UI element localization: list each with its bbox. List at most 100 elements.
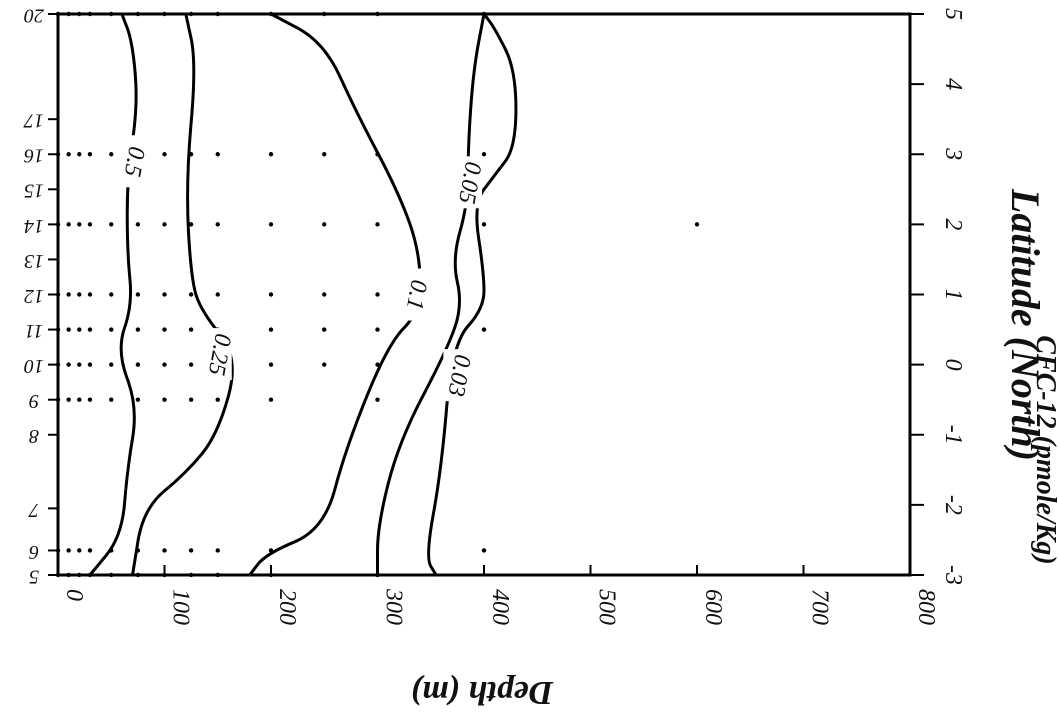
sample-dot xyxy=(481,548,487,553)
sample-dot xyxy=(87,548,93,553)
sample-dot xyxy=(77,11,82,17)
station-label: 15 xyxy=(24,180,44,202)
x-tick-label: 100 xyxy=(168,589,194,625)
x-tick-label: 400 xyxy=(487,589,513,625)
y-tick-label: -3 xyxy=(940,565,966,585)
sample-dot xyxy=(215,572,220,578)
contour-labels: 0.50.250.10.050.03 xyxy=(118,135,486,402)
sample-dot xyxy=(215,397,220,402)
sample-dot xyxy=(162,327,167,332)
x-tick-label: 700 xyxy=(807,589,833,625)
sample-dot xyxy=(162,548,167,553)
x-tick-label: 500 xyxy=(594,589,620,625)
sample-dot xyxy=(375,222,380,227)
contour-label: 0.5 xyxy=(119,144,150,178)
y-tick-label: -2 xyxy=(940,495,966,515)
sample-dot xyxy=(66,152,71,157)
x-tick-label: 0 xyxy=(61,589,87,601)
sample-dot xyxy=(322,152,327,157)
sample-dot xyxy=(375,152,380,157)
station-label: 6 xyxy=(29,541,39,563)
sample-dot xyxy=(375,362,380,367)
y-tick-label: 0 xyxy=(940,359,966,371)
sample-dot xyxy=(135,572,141,578)
sample-dot xyxy=(66,362,71,367)
station-label: 7 xyxy=(28,499,39,521)
contour-label-bg xyxy=(118,135,147,188)
depth-axis: 0 100 200 300 400 500 600 700 800 xyxy=(57,565,939,625)
sample-dot xyxy=(322,11,327,17)
contour-lines xyxy=(88,12,518,577)
sample-dot xyxy=(188,327,194,332)
sample-dot xyxy=(268,362,274,367)
sample-dot xyxy=(109,222,114,227)
sample-dot xyxy=(109,397,114,402)
sample-dot xyxy=(188,572,194,578)
sample-dot xyxy=(87,397,93,402)
station-label: 9 xyxy=(29,390,39,412)
sample-dot xyxy=(135,548,141,553)
station-label: 8 xyxy=(29,425,39,447)
y-tick-label: 2 xyxy=(940,218,966,230)
sample-dot xyxy=(135,11,141,17)
contour-0.1 xyxy=(248,12,422,577)
sample-dot xyxy=(215,152,220,157)
sample-dot xyxy=(77,397,82,402)
sample-dot xyxy=(77,572,82,578)
station-label: 17 xyxy=(23,110,44,132)
sample-dot xyxy=(322,292,327,297)
sample-dot xyxy=(322,362,327,367)
station-label: 13 xyxy=(24,250,44,272)
x-axis-title: Depth (m) xyxy=(411,674,555,711)
sample-dot xyxy=(109,362,114,367)
y-tick-label: 3 xyxy=(940,147,966,160)
sample-dot xyxy=(188,292,194,297)
sample-dot xyxy=(77,362,82,367)
sample-dot xyxy=(162,222,167,227)
sample-dot xyxy=(135,327,141,332)
sample-dot xyxy=(162,397,167,402)
sample-dot xyxy=(375,292,380,297)
y-tick-label: -1 xyxy=(940,425,966,445)
sample-dot xyxy=(268,548,274,553)
station-label: 10 xyxy=(24,355,44,377)
sample-dot xyxy=(188,152,194,157)
x-tick-label: 600 xyxy=(700,589,726,625)
sample-dot xyxy=(66,11,71,17)
sample-dot xyxy=(135,362,141,367)
sample-dot xyxy=(375,327,380,332)
sample-dot xyxy=(109,11,114,17)
sample-dot xyxy=(215,548,220,553)
sample-dot xyxy=(66,222,71,227)
x-tick-label: 800 xyxy=(913,589,939,625)
x-tick-label: 200 xyxy=(274,589,300,625)
sample-dot xyxy=(162,152,167,157)
sample-dot xyxy=(66,327,71,332)
sample-dot xyxy=(268,397,274,402)
contour-label: 0.1 xyxy=(401,278,432,312)
station-label: 14 xyxy=(24,215,44,237)
sample-dot xyxy=(66,572,71,578)
sample-dot xyxy=(481,11,487,17)
sample-dot xyxy=(188,548,194,553)
sample-dot xyxy=(268,11,274,17)
sample-dot xyxy=(268,152,274,157)
y-tick-label: 4 xyxy=(940,78,966,90)
contour-0.05 xyxy=(376,12,486,577)
sample-dot xyxy=(66,292,71,297)
x-tick-label: 300 xyxy=(381,588,407,625)
contour-label-bg xyxy=(443,349,472,402)
sample-dot xyxy=(162,292,167,297)
sample-dot xyxy=(215,292,220,297)
sample-dot xyxy=(109,572,114,578)
contour-label-bg xyxy=(400,268,429,321)
sample-dot xyxy=(87,222,93,227)
sample-dot xyxy=(188,11,194,17)
sample-dot xyxy=(87,152,93,157)
sample-dot xyxy=(215,222,220,227)
sample-dot xyxy=(135,292,141,297)
contour-label-bg xyxy=(454,156,483,209)
sample-dot xyxy=(375,11,380,17)
contour-0.5 xyxy=(88,12,138,577)
sample-dot xyxy=(109,292,114,297)
